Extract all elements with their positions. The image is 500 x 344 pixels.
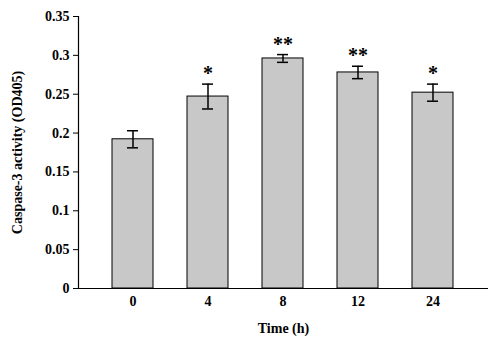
- svg-text:**: **: [273, 33, 293, 55]
- svg-text:0.05: 0.05: [45, 242, 70, 257]
- svg-text:0: 0: [130, 294, 137, 309]
- svg-text:Caspase-3 activity (OD405): Caspase-3 activity (OD405): [10, 71, 26, 235]
- svg-text:0.25: 0.25: [45, 87, 70, 102]
- svg-text:**: **: [348, 44, 368, 66]
- svg-text:0.15: 0.15: [45, 164, 70, 179]
- svg-text:0.1: 0.1: [52, 203, 70, 218]
- svg-text:0: 0: [63, 281, 70, 296]
- svg-text:*: *: [203, 62, 213, 84]
- svg-text:4: 4: [205, 294, 212, 309]
- svg-text:24: 24: [426, 294, 440, 309]
- svg-text:0.3: 0.3: [52, 48, 70, 63]
- svg-text:0.2: 0.2: [52, 126, 70, 141]
- svg-text:8: 8: [280, 294, 287, 309]
- svg-text:Time (h): Time (h): [258, 321, 310, 337]
- svg-text:*: *: [428, 62, 438, 84]
- svg-text:0.35: 0.35: [45, 9, 70, 24]
- svg-text:12: 12: [351, 294, 365, 309]
